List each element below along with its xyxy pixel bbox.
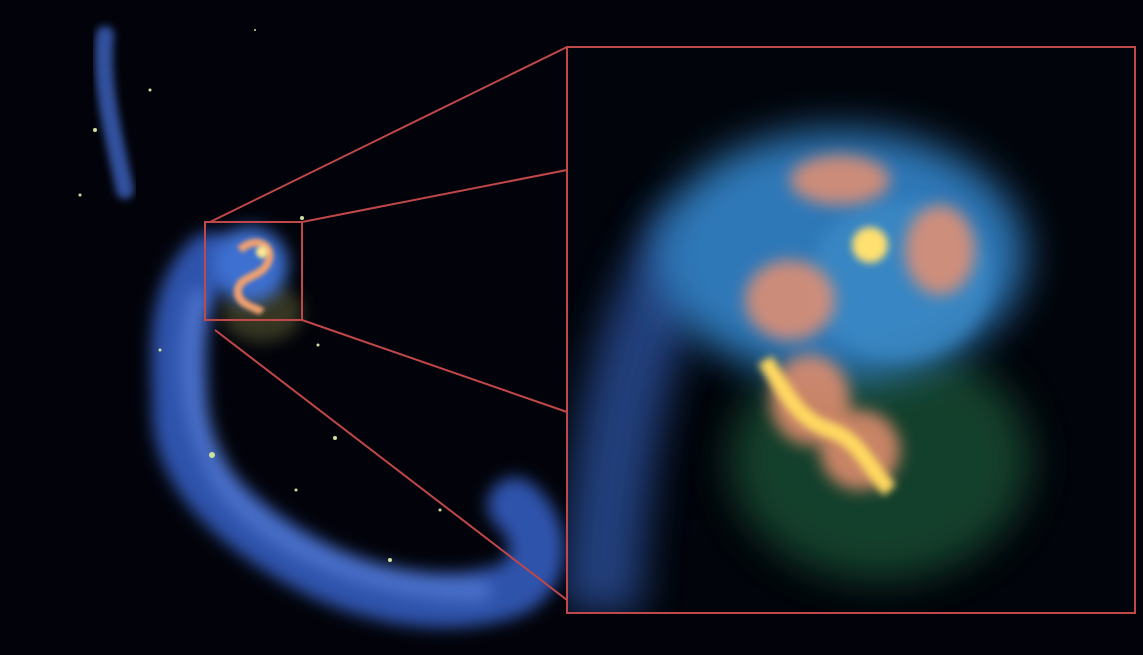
zoom-indicator	[204, 46, 1136, 614]
zoom-panel	[567, 47, 1135, 613]
lower-tail	[151, 232, 565, 628]
stars	[78, 29, 442, 562]
upper-tail	[94, 26, 134, 199]
galaxy-core-small	[212, 227, 302, 342]
